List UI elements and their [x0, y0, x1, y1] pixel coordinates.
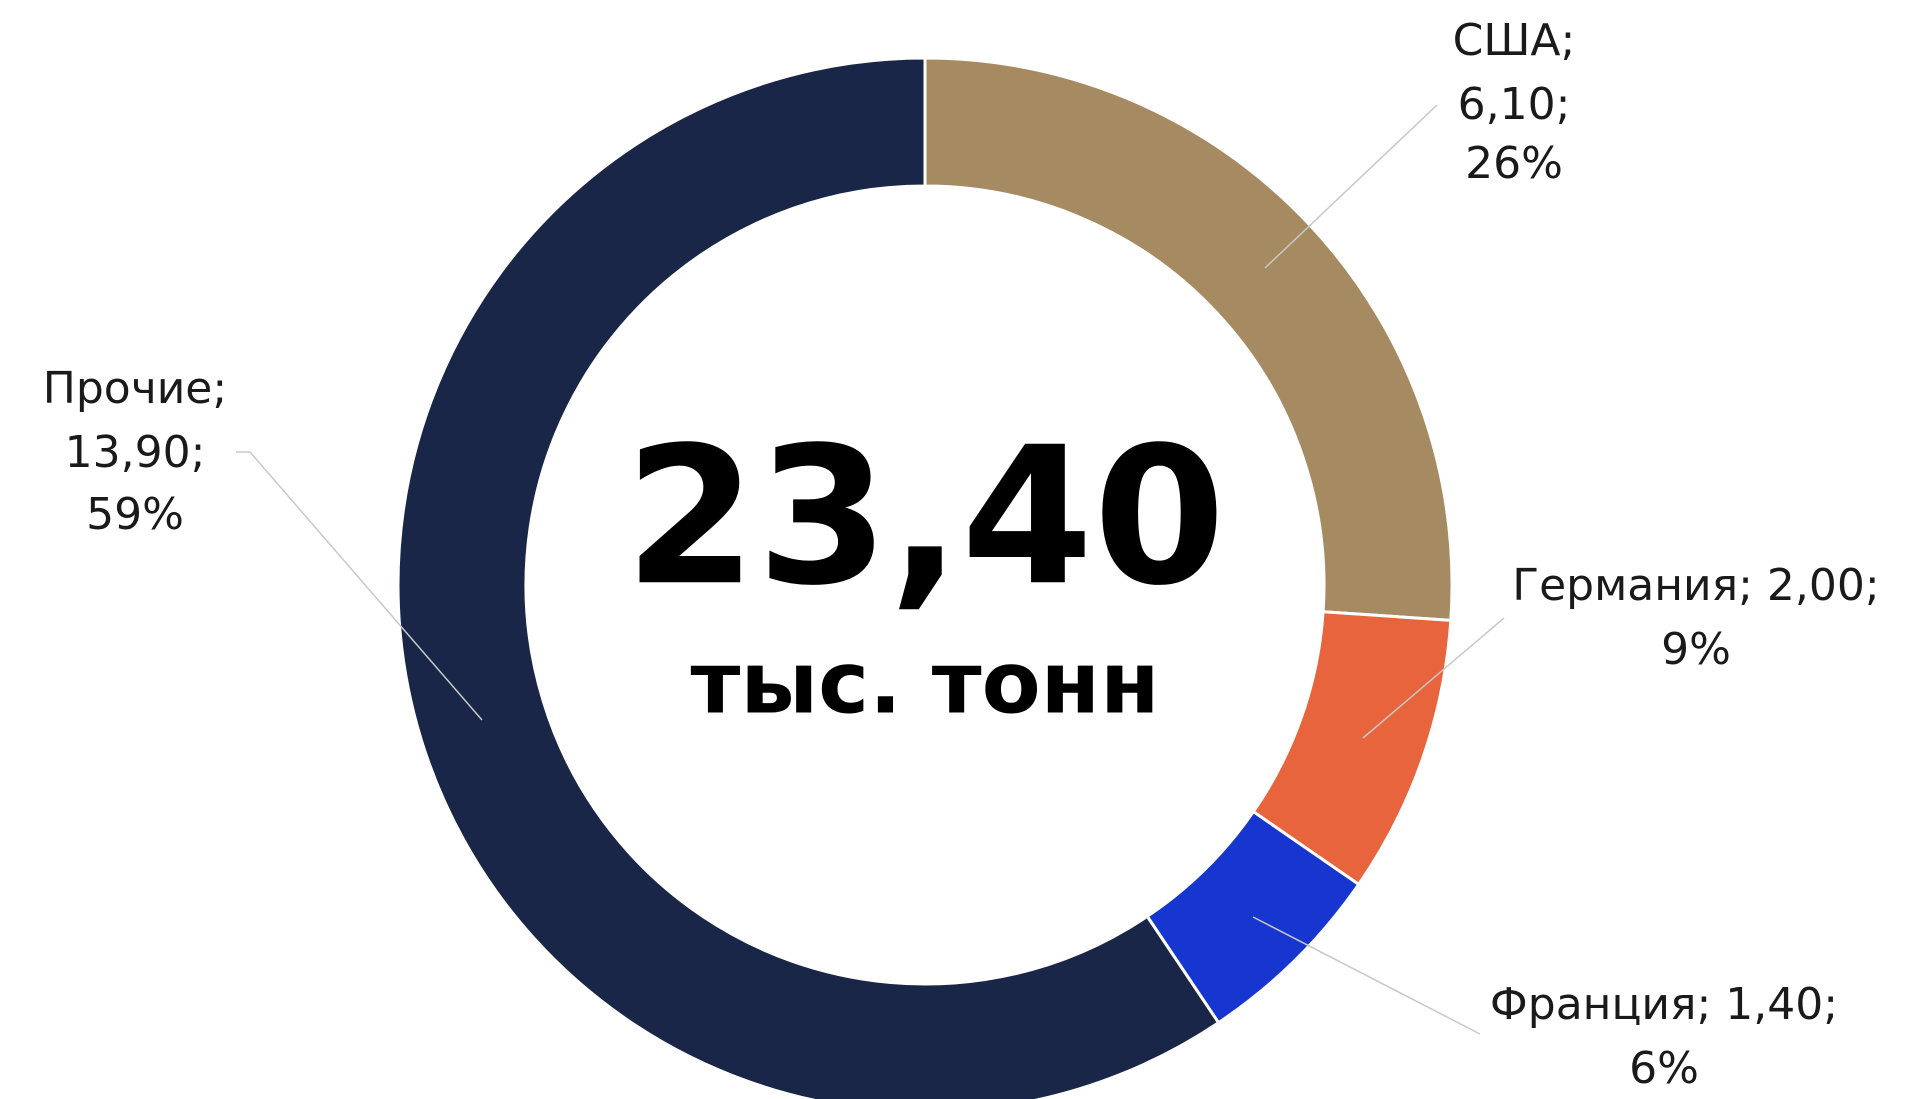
label-separator: ;: [1823, 979, 1838, 1030]
label-space: [1753, 560, 1767, 611]
label-separator: ;: [1696, 979, 1711, 1030]
value-label: 2,00: [1767, 560, 1865, 611]
value-label: 1,40: [1725, 979, 1823, 1030]
category-label: США: [1453, 15, 1561, 66]
label-separator: ;: [212, 363, 227, 414]
value-label: 13,90: [65, 427, 191, 478]
data-label: 13,90;: [65, 427, 206, 478]
data-label: 59%: [86, 489, 184, 540]
leader-line: [1362, 617, 1505, 739]
leader-line: [1264, 104, 1438, 269]
label-separator: ;: [1865, 560, 1880, 611]
data-label: 6%: [1629, 1043, 1699, 1094]
category-label: Франция: [1490, 979, 1697, 1030]
data-label: США;: [1453, 15, 1576, 66]
donut-segment: [923, 56, 1454, 622]
leader-line: [236, 451, 483, 721]
percent-label: 26%: [1465, 138, 1563, 189]
category-label: Прочие: [43, 363, 213, 414]
data-label: Франция; 1,40;: [1490, 979, 1838, 1030]
category-label: Германия: [1512, 560, 1738, 611]
label-space: [1711, 979, 1725, 1030]
data-label: 6,10;: [1458, 79, 1571, 130]
data-label: 9%: [1661, 624, 1731, 675]
data-label: 26%: [1465, 138, 1563, 189]
data-label: Германия; 2,00;: [1512, 560, 1879, 611]
label-separator: ;: [1738, 560, 1753, 611]
percent-label: 9%: [1661, 624, 1731, 675]
leader-line: [1252, 916, 1481, 1035]
donut-segment: [396, 56, 1221, 1099]
total-value: 23,40: [625, 406, 1226, 627]
label-separator: ;: [1561, 15, 1576, 66]
total-unit: тыс. тонн: [691, 633, 1160, 733]
label-separator: ;: [1556, 79, 1571, 130]
data-label: Прочие;: [43, 363, 227, 414]
percent-label: 59%: [86, 489, 184, 540]
label-separator: ;: [191, 427, 206, 478]
value-label: 6,10: [1458, 79, 1556, 130]
percent-label: 6%: [1629, 1043, 1699, 1094]
